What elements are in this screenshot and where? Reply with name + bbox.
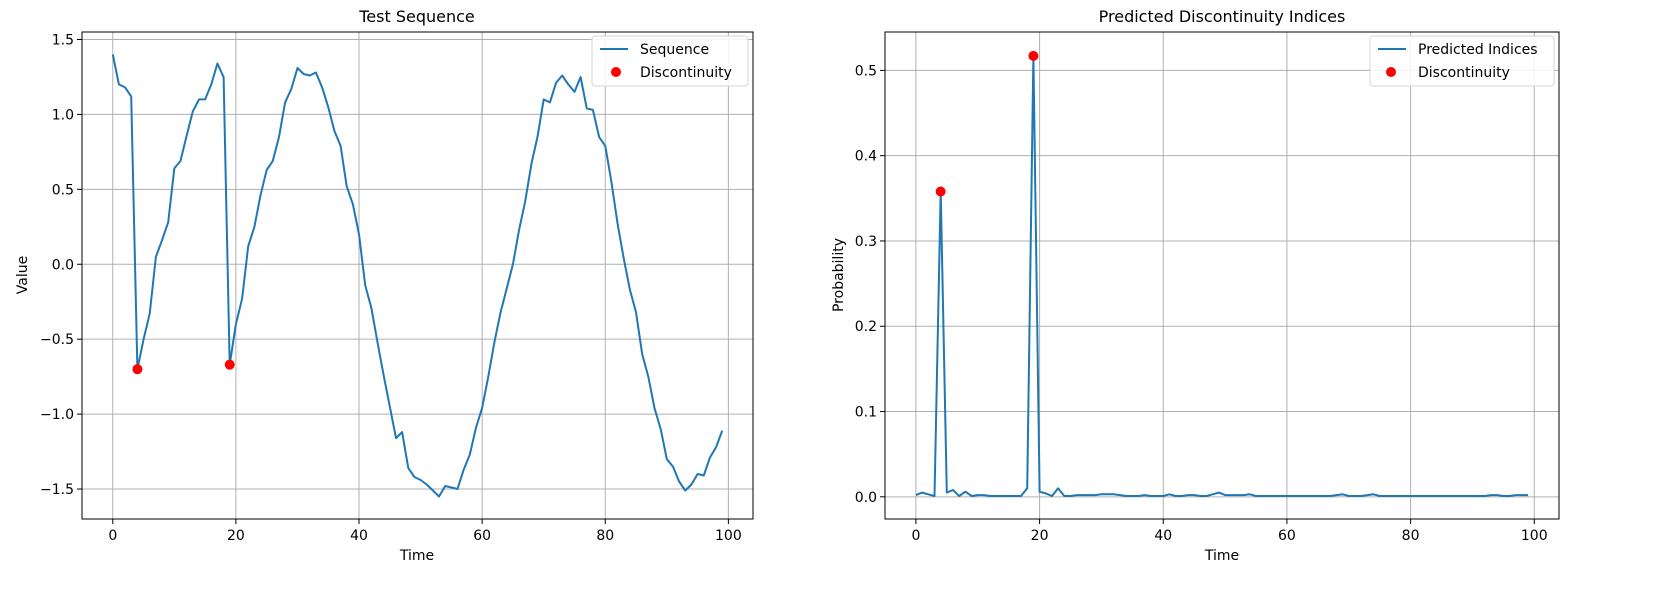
x-axis-label: Time bbox=[399, 548, 434, 564]
y-tick-label: −0.5 bbox=[40, 332, 74, 348]
chart-predicted-discontinuity: Predicted Discontinuity Indices 0 20 40 60 8… bbox=[831, 7, 1560, 564]
y-tick-label: 0.1 bbox=[855, 405, 877, 421]
y-axis-label: Probability bbox=[831, 238, 847, 312]
series-line bbox=[915, 54, 1529, 497]
legend-label-sequence: Sequence bbox=[640, 42, 709, 58]
y-tick-label: 0.4 bbox=[855, 149, 877, 165]
x-tick-label: 40 bbox=[350, 528, 368, 544]
y-tick-label: 0.3 bbox=[855, 234, 877, 250]
x-tick-label: 100 bbox=[1521, 528, 1548, 544]
y-tick-label: −1.0 bbox=[40, 407, 74, 423]
y-tick-label: −1.5 bbox=[40, 482, 74, 498]
x-tick-label: 80 bbox=[596, 528, 614, 544]
grid bbox=[82, 32, 753, 519]
axes-frame bbox=[81, 31, 754, 520]
discontinuity-marker bbox=[935, 186, 946, 197]
x-tick-label: 40 bbox=[1154, 528, 1172, 544]
chart-title: Test Sequence bbox=[358, 7, 475, 26]
y-tick-label: 0.5 bbox=[52, 182, 74, 198]
x-tick-label: 80 bbox=[1402, 528, 1420, 544]
x-tick-label: 20 bbox=[1031, 528, 1049, 544]
y-axis-label: Value bbox=[15, 256, 31, 294]
y-tick-label: 1.0 bbox=[52, 107, 74, 123]
legend-label-discontinuity: Discontinuity bbox=[1418, 65, 1510, 81]
x-axis-ticks: 0 20 40 60 80 100 bbox=[911, 519, 1548, 544]
legend-label-discontinuity: Discontinuity bbox=[640, 65, 732, 81]
y-tick-label: 0.2 bbox=[855, 319, 877, 335]
legend-dot-swatch bbox=[1386, 67, 1396, 77]
x-tick-label: 0 bbox=[108, 528, 117, 544]
x-tick-label: 100 bbox=[715, 528, 742, 544]
chart-title: Predicted Discontinuity Indices bbox=[1099, 7, 1346, 26]
y-tick-label: 0.0 bbox=[855, 490, 877, 506]
legend-dot-swatch bbox=[611, 67, 621, 77]
y-tick-label: 0.5 bbox=[855, 63, 877, 79]
x-tick-label: 60 bbox=[473, 528, 491, 544]
y-axis-ticks: 1.5 1.0 0.5 0.0 −0.5 −1.0 −1.5 bbox=[40, 32, 82, 498]
plot-area bbox=[915, 50, 1529, 497]
legend: Predicted Indices Discontinuity bbox=[1369, 35, 1555, 87]
legend-label-predicted-indices: Predicted Indices bbox=[1418, 42, 1538, 58]
chart-test-sequence: Test Sequence 0 20 40 60 80 100 1.5 1.0 0.5 0.0 −… bbox=[15, 7, 754, 564]
y-tick-label: 1.5 bbox=[52, 32, 74, 48]
x-axis-label: Time bbox=[1204, 548, 1239, 564]
legend: Sequence Discontinuity bbox=[591, 35, 749, 87]
x-tick-label: 20 bbox=[227, 528, 245, 544]
discontinuity-marker bbox=[1028, 50, 1039, 61]
x-tick-label: 60 bbox=[1278, 528, 1296, 544]
discontinuity-marker bbox=[132, 364, 143, 375]
series-line bbox=[111, 54, 724, 498]
y-tick-label: 0.0 bbox=[52, 257, 74, 273]
grid bbox=[885, 32, 1559, 519]
axes-frame bbox=[884, 31, 1560, 520]
x-axis-ticks: 0 20 40 60 80 100 bbox=[108, 519, 742, 544]
x-tick-label: 0 bbox=[911, 528, 920, 544]
y-axis-ticks: 0.5 0.4 0.3 0.2 0.1 0.0 bbox=[855, 63, 885, 506]
plot-area bbox=[111, 54, 724, 498]
discontinuity-marker bbox=[224, 359, 235, 370]
